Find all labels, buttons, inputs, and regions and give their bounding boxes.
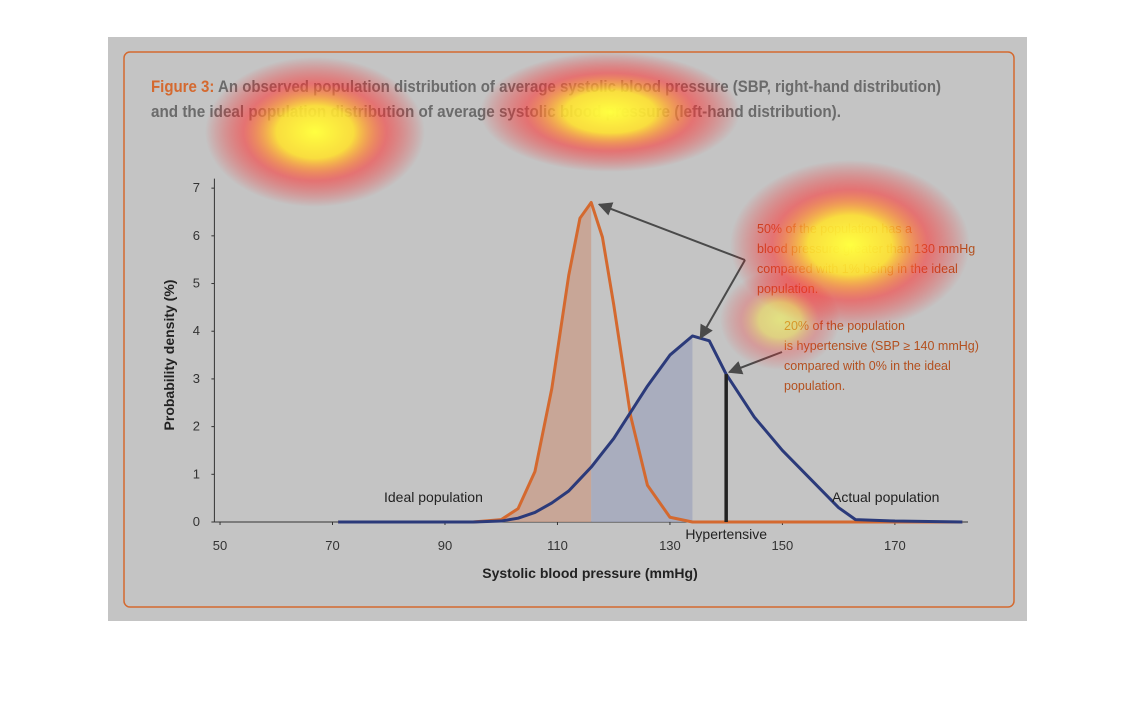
y-axis-label: Probability density (%)	[161, 280, 177, 431]
heat-spot	[720, 270, 840, 370]
x-tick-label: 90	[438, 538, 452, 553]
figure-frame	[123, 51, 1015, 608]
heat-spot	[205, 57, 425, 207]
heat-spot	[480, 52, 740, 172]
y-tick-label: 1	[193, 466, 200, 481]
threshold-label: Hypertensive	[685, 526, 767, 542]
annotation-text: population.	[784, 379, 845, 393]
area-fill	[338, 202, 592, 523]
area-fill	[591, 335, 693, 522]
y-tick-label: 5	[193, 276, 200, 291]
x-tick-label: 150	[772, 538, 794, 553]
x-tick-label: 170	[884, 538, 906, 553]
data-line	[338, 200, 963, 524]
y-tick-label: 2	[193, 419, 200, 434]
heatmap	[205, 52, 970, 370]
x-tick-label: 50	[213, 538, 227, 553]
y-tick-label: 0	[193, 514, 200, 529]
y-tick-label: 7	[193, 180, 200, 195]
y-tick-label: 4	[193, 323, 200, 338]
figure-label: Figure 3:	[151, 77, 214, 96]
series-label: Actual population	[832, 489, 939, 505]
arrow	[597, 202, 746, 261]
y-tick-label: 6	[193, 228, 200, 243]
data-line	[338, 334, 963, 524]
annotation-text: compared with 0% in the ideal	[784, 359, 951, 373]
x-axis-label: Systolic blood pressure (mmHg)	[482, 565, 697, 581]
x-tick-label: 130	[659, 538, 681, 553]
x-tick-label: 110	[547, 538, 568, 553]
y-tick-label: 3	[193, 371, 200, 386]
series-label: Ideal population	[384, 489, 483, 505]
x-tick-label: 70	[325, 538, 339, 553]
